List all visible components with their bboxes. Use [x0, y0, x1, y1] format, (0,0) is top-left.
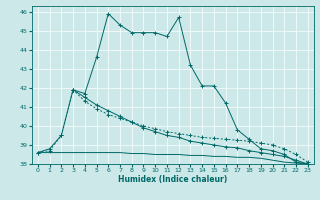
X-axis label: Humidex (Indice chaleur): Humidex (Indice chaleur) — [118, 175, 228, 184]
